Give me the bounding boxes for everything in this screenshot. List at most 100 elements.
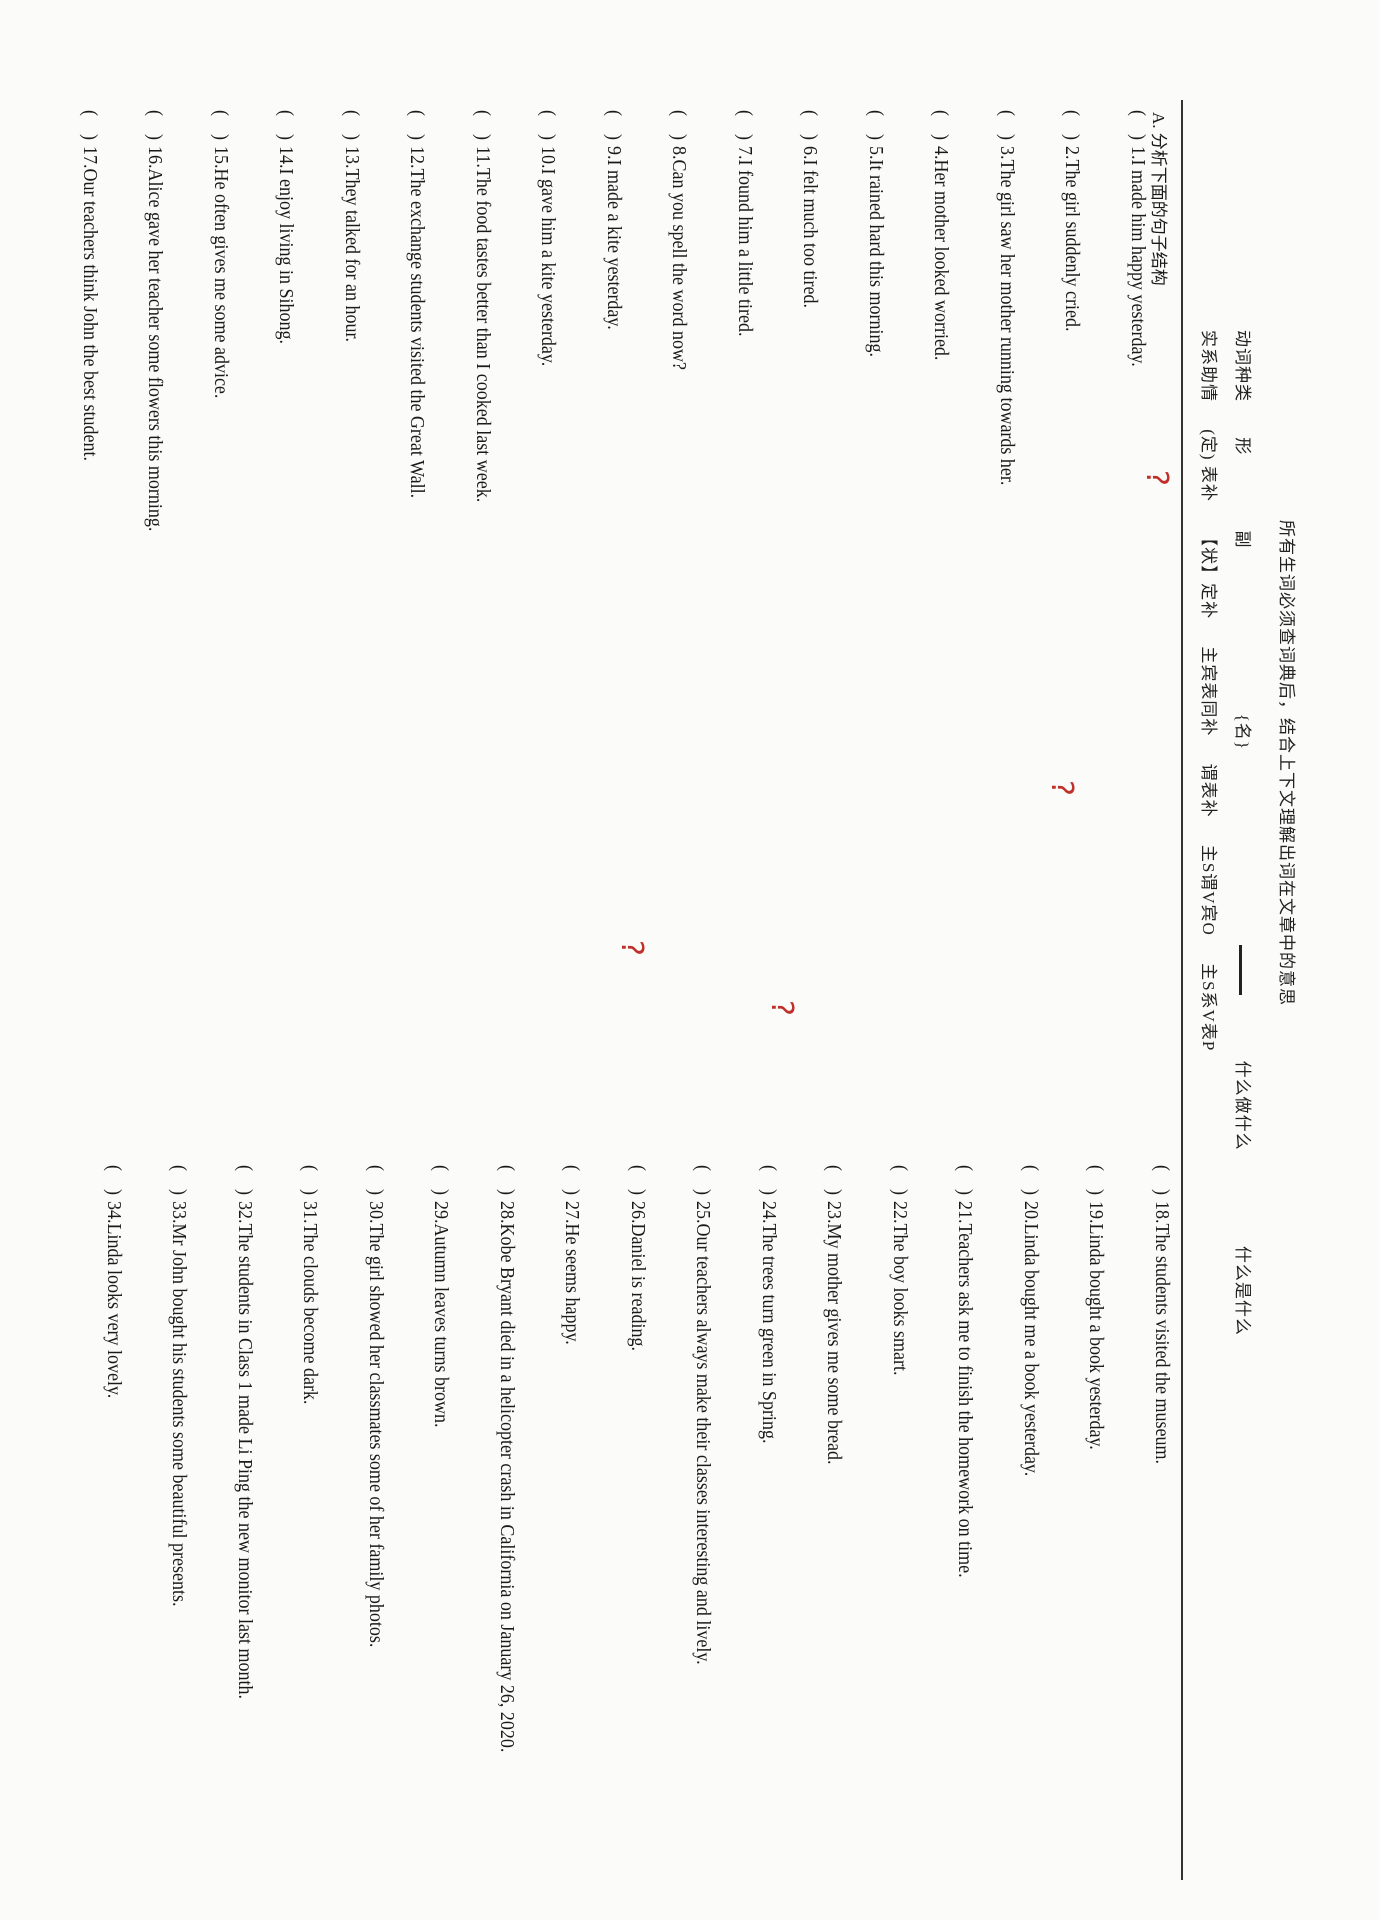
sentence-text: The girl suddenly cried. — [1061, 159, 1084, 332]
answer-blank[interactable]: ( ) — [734, 110, 756, 140]
answer-blank[interactable]: ( ) — [1127, 110, 1149, 140]
sentence-item: ( )29.Autumn leaves turns brown. — [430, 1165, 453, 1428]
sentence-item: ( )28.Kobe Bryant died in a helicopter c… — [496, 1165, 518, 1753]
item-number: 29 — [430, 1201, 453, 1219]
item-number: 24 — [758, 1201, 780, 1219]
worksheet-instruction: 所有生词必须查词典后，结合上下文理解出词在文章中的意思 — [1277, 520, 1296, 1006]
sentence-text: My mother gives me some bread. — [823, 1223, 846, 1465]
legend-cell: 主S系V表P — [1199, 963, 1218, 1052]
answer-blank[interactable]: ( ) — [1151, 1165, 1173, 1195]
answer-blank[interactable]: ( ) — [996, 110, 1018, 140]
sentence-text: Our teachers always make their classes i… — [692, 1223, 715, 1665]
sentence-item: ( )27.He seems happy. — [561, 1165, 584, 1345]
item-number: 26 — [627, 1201, 649, 1219]
legend-cell: 实系助情 — [1199, 330, 1218, 402]
legend-cell: {名} — [1233, 713, 1252, 751]
answer-blank[interactable]: ( ) — [799, 110, 822, 140]
sentence-text: The boy looks smart. — [889, 1223, 911, 1376]
answer-blank[interactable]: ( ) — [561, 1165, 584, 1195]
sentence-item: ( )15.He often gives me some advice. — [210, 110, 232, 399]
answer-blank[interactable]: ( ) — [472, 110, 494, 140]
item-number: 15 — [210, 146, 232, 164]
sentence-text: It rained hard this morning. — [865, 159, 887, 357]
sentence-text: Alice gave her teacher some flowers this… — [144, 168, 167, 532]
item-number: 23 — [823, 1201, 846, 1219]
sentence-item: ( )18.The students visited the museum. — [1151, 1165, 1173, 1464]
item-number: 8 — [668, 146, 691, 155]
sentence-text: The girl saw her mother running towards … — [996, 159, 1018, 486]
sentence-text: The students visited the museum. — [1151, 1223, 1173, 1464]
answer-blank[interactable]: ( ) — [299, 1165, 322, 1195]
sentence-text: The clouds become dark. — [299, 1223, 322, 1405]
sentence-text: Our teachers think John the best student… — [79, 168, 101, 461]
sentence-text: I made a kite yesterday. — [603, 159, 625, 330]
answer-blank[interactable]: ( ) — [341, 110, 363, 140]
sentence-item: ( )26.Daniel is reading. — [627, 1165, 649, 1351]
legend-cell: 谓表补 — [1199, 763, 1218, 818]
right-column: ( )18.The students visited the museum.( … — [60, 1165, 1173, 1818]
sentence-item: ( )17.Our teachers think John the best s… — [79, 110, 101, 461]
answer-blank[interactable]: ( ) — [144, 110, 167, 140]
sentence-item: ( )2.The girl suddenly cried. — [1061, 110, 1084, 332]
item-number: 30 — [365, 1201, 387, 1219]
sentence-text: He often gives me some advice. — [210, 168, 232, 399]
legend-cell: 【状】定补 — [1199, 529, 1218, 620]
answer-blank[interactable]: ( ) — [103, 1165, 125, 1195]
answer-blank[interactable]: ( ) — [823, 1165, 846, 1195]
item-number: 25 — [692, 1201, 715, 1219]
sentence-item: ( )34.Linda looks very lovely. — [103, 1165, 125, 1399]
answer-blank[interactable]: ( ) — [627, 1165, 649, 1195]
sentence-text: I gave him a kite yesterday. — [537, 168, 560, 367]
item-number: 32 — [234, 1201, 256, 1219]
answer-blank[interactable]: ( ) — [275, 110, 298, 140]
sentence-text: Her mother looked worried. — [930, 159, 953, 361]
sentence-text: Linda bought a book yesterday. — [1085, 1223, 1108, 1450]
sentence-text: Teachers ask me to finish the homework o… — [954, 1223, 977, 1578]
answer-blank[interactable]: ( ) — [930, 110, 953, 140]
answer-blank[interactable]: ( ) — [1061, 110, 1084, 140]
answer-blank[interactable]: ( ) — [430, 1165, 453, 1195]
answer-blank[interactable]: ( ) — [79, 110, 101, 140]
answer-blank[interactable]: ( ) — [889, 1165, 911, 1195]
item-number: 10 — [537, 146, 560, 164]
sentence-item: ( )13.They talked for an hour. — [341, 110, 363, 342]
sentence-text: The trees turn green in Spring. — [758, 1223, 780, 1444]
answer-blank[interactable]: ( ) — [692, 1165, 715, 1195]
answer-blank[interactable]: ( ) — [603, 110, 625, 140]
answer-blank[interactable]: ( ) — [954, 1165, 977, 1195]
answer-blank[interactable]: ( ) — [1020, 1165, 1042, 1195]
answer-blank[interactable]: ( ) — [365, 1165, 387, 1195]
answer-blank[interactable]: ( ) — [210, 110, 232, 140]
red-question-mark: ? — [614, 940, 649, 956]
legend-cell: (定) 表补 — [1199, 429, 1218, 502]
answer-blank[interactable]: ( ) — [406, 110, 429, 140]
answer-blank[interactable]: ( ) — [234, 1165, 256, 1195]
sentence-item: ( )10.I gave him a kite yesterday. — [537, 110, 560, 367]
item-number: 19 — [1085, 1201, 1108, 1219]
answer-blank[interactable]: ( ) — [168, 1165, 191, 1195]
sentence-text: I felt much too tired. — [799, 159, 822, 308]
answer-blank[interactable]: ( ) — [668, 110, 691, 140]
answer-blank[interactable]: ( ) — [758, 1165, 780, 1195]
item-number: 14 — [275, 146, 298, 164]
item-number: 34 — [103, 1201, 125, 1219]
item-number: 22 — [889, 1201, 911, 1219]
sentence-text: I found him a little tired. — [734, 159, 756, 337]
legend-cell: 什么是什么 — [1233, 1245, 1252, 1336]
legend-cell: 主宾表同补 — [1199, 646, 1218, 737]
sentence-text: Linda bought me a book yesterday. — [1020, 1223, 1042, 1477]
answer-blank[interactable]: ( ) — [496, 1165, 518, 1195]
answer-blank[interactable]: ( ) — [537, 110, 560, 140]
item-number: 3 — [996, 146, 1018, 155]
red-question-mark: ? — [1044, 780, 1079, 796]
sentence-item: ( )32.The students in Class 1 made Li Pi… — [234, 1165, 256, 1699]
item-number: 9 — [603, 146, 625, 155]
answer-blank[interactable]: ( ) — [865, 110, 887, 140]
sentence-text: Linda looks very lovely. — [103, 1223, 125, 1399]
item-number: 5 — [865, 146, 887, 155]
section-heading: A. 分析下面的句子结构 — [1149, 112, 1168, 286]
sentence-item: ( )8.Can you spell the word now? — [668, 110, 691, 370]
sentence-item: ( )6.I felt much too tired. — [799, 110, 822, 308]
answer-blank[interactable]: ( ) — [1085, 1165, 1108, 1195]
